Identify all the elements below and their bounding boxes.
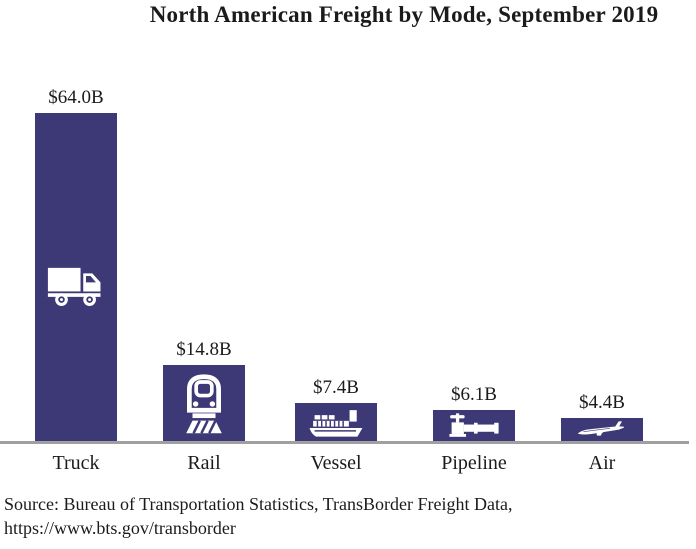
source-line-1: Source: Bureau of Transportation Statist…: [4, 494, 513, 514]
value-label-truck: $64.0B: [48, 87, 104, 108]
x-axis-line: [0, 441, 689, 444]
train-icon: [186, 374, 222, 434]
source-note: Source: Bureau of Transportation Statist…: [4, 492, 512, 540]
value-label-pipeline: $6.1B: [451, 384, 497, 405]
value-label-vessel: $7.4B: [313, 377, 359, 398]
bar-vessel: [295, 403, 377, 441]
category-label-air: Air: [588, 452, 616, 474]
bar-truck: [35, 113, 117, 441]
category-label-vessel: Vessel: [310, 452, 362, 474]
ship-icon: [309, 410, 363, 437]
pipeline-icon: [449, 413, 499, 437]
value-label-air: $4.4B: [579, 392, 625, 413]
value-label-rail: $14.8B: [176, 339, 232, 360]
category-label-truck: Truck: [52, 452, 100, 474]
category-label-pipeline: Pipeline: [441, 452, 507, 474]
category-label-rail: Rail: [187, 452, 221, 474]
chart-title: North American Freight by Mode, Septembe…: [149, 2, 659, 27]
source-line-2: https://www.bts.gov/transborder: [4, 518, 236, 538]
airplane-icon: [577, 421, 624, 436]
bar-rail: [163, 365, 245, 441]
truck-icon: [47, 267, 101, 306]
bar-pipeline: [433, 410, 515, 441]
bar-air: [561, 418, 643, 441]
